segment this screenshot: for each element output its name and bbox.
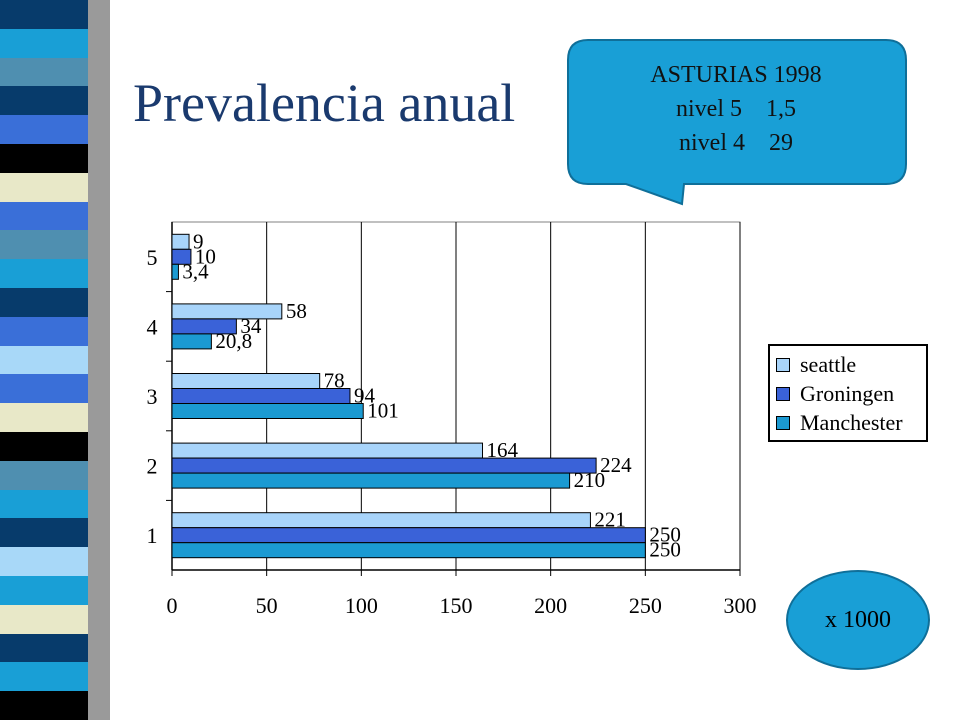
- data-label: 10: [195, 244, 216, 268]
- unit-badge: x 1000: [786, 570, 930, 670]
- stripe-segment: [0, 691, 88, 720]
- stripe-segment: [0, 316, 88, 347]
- stripe-segment: [0, 57, 88, 87]
- stripe-segment: [0, 345, 88, 375]
- stripe-segment: [0, 28, 88, 59]
- callout-line-1: ASTURIAS 1998: [650, 62, 822, 88]
- data-label: 34: [240, 314, 262, 338]
- y-tick-label: 2: [147, 454, 158, 479]
- x-tick-label: 100: [345, 593, 378, 618]
- bar-manchester: [171, 403, 364, 419]
- callout-line-2: nivel 5 1,5: [676, 96, 796, 122]
- data-label: 250: [649, 538, 681, 562]
- stripe-segment: [0, 518, 88, 548]
- legend-swatch-manchester: [776, 415, 790, 430]
- callout-text: ASTURIAS 1998 nivel 5 1,5 nivel 4 29: [568, 58, 904, 160]
- callout-shape: [567, 39, 907, 206]
- decorative-stripe: [0, 0, 110, 720]
- bar-groningen: [171, 457, 597, 474]
- bar-manchester: [171, 472, 571, 489]
- slide-title: Prevalencia anual: [133, 73, 516, 133]
- stripe-segment: [0, 201, 88, 231]
- stripe-segment: [0, 144, 88, 174]
- stripe-segment: [0, 288, 88, 318]
- bar-groningen: [171, 248, 192, 265]
- x-tick-label: 0: [167, 593, 178, 618]
- data-label: 94: [354, 384, 376, 408]
- legend-label-manchester: Manchester: [800, 409, 903, 435]
- stripe-segment: [0, 662, 88, 692]
- data-label: 58: [286, 299, 307, 323]
- bar-seattle: [171, 512, 591, 529]
- data-label: 210: [574, 468, 606, 492]
- chart-legend: seattle Groningen Manchester: [768, 344, 928, 442]
- bar-seattle: [171, 303, 283, 320]
- legend-item-manchester: Manchester: [770, 408, 926, 437]
- data-label: 78: [324, 369, 345, 393]
- data-label: 20,8: [215, 329, 252, 353]
- stripe-segment: [0, 633, 88, 663]
- stripe-segment: [0, 115, 88, 145]
- stripe-segment: [0, 0, 88, 30]
- y-tick-label: 4: [147, 314, 158, 339]
- stripe-segment: [0, 576, 88, 606]
- x-tick-label: 250: [629, 593, 662, 618]
- bar-groningen: [171, 388, 351, 404]
- stripe-segment: [0, 460, 88, 491]
- stripe-segment: [0, 604, 88, 635]
- stripe-segment: [0, 547, 88, 577]
- x-tick-label: 50: [256, 593, 278, 618]
- legend-swatch-seattle: [776, 357, 790, 372]
- legend-swatch-groningen: [776, 386, 790, 401]
- unit-label: x 1000: [825, 606, 891, 633]
- x-tick-label: 300: [724, 593, 757, 618]
- bar-manchester: [171, 542, 646, 559]
- data-label: 3,4: [182, 259, 209, 283]
- legend-label-groningen: Groningen: [800, 380, 895, 406]
- bar-seattle: [171, 373, 321, 389]
- y-tick-label: 3: [147, 384, 158, 409]
- data-label: 101: [367, 399, 399, 423]
- stripe-segment: [0, 432, 88, 462]
- legend-item-seattle: seattle: [770, 350, 926, 379]
- legend-label-seattle: seattle: [800, 351, 857, 377]
- stripe-segment: [0, 172, 88, 203]
- y-tick-label: 1: [147, 523, 158, 548]
- stripe-shadow: [88, 0, 110, 720]
- callout-bubble: [567, 39, 907, 206]
- bar-manchester: [171, 333, 212, 350]
- data-label: 9: [193, 229, 204, 253]
- stripe-segment: [0, 86, 88, 116]
- bar-manchester: [171, 263, 179, 280]
- stripe-segment: [0, 374, 88, 404]
- stripe-segment: [0, 259, 88, 289]
- x-tick-label: 200: [534, 593, 567, 618]
- data-label: 224: [600, 453, 632, 477]
- y-tick-label: 5: [147, 245, 158, 270]
- callout-line-3: nivel 4 29: [679, 130, 793, 156]
- data-label: 250: [649, 523, 681, 547]
- bar-seattle: [171, 442, 484, 459]
- bar-seattle: [171, 233, 190, 250]
- x-tick-label: 150: [440, 593, 473, 618]
- bar-groningen: [171, 527, 646, 544]
- stripe-segment: [0, 230, 88, 260]
- stripe-segment: [0, 489, 88, 519]
- legend-item-groningen: Groningen: [770, 379, 926, 408]
- stripe-segment: [0, 403, 88, 433]
